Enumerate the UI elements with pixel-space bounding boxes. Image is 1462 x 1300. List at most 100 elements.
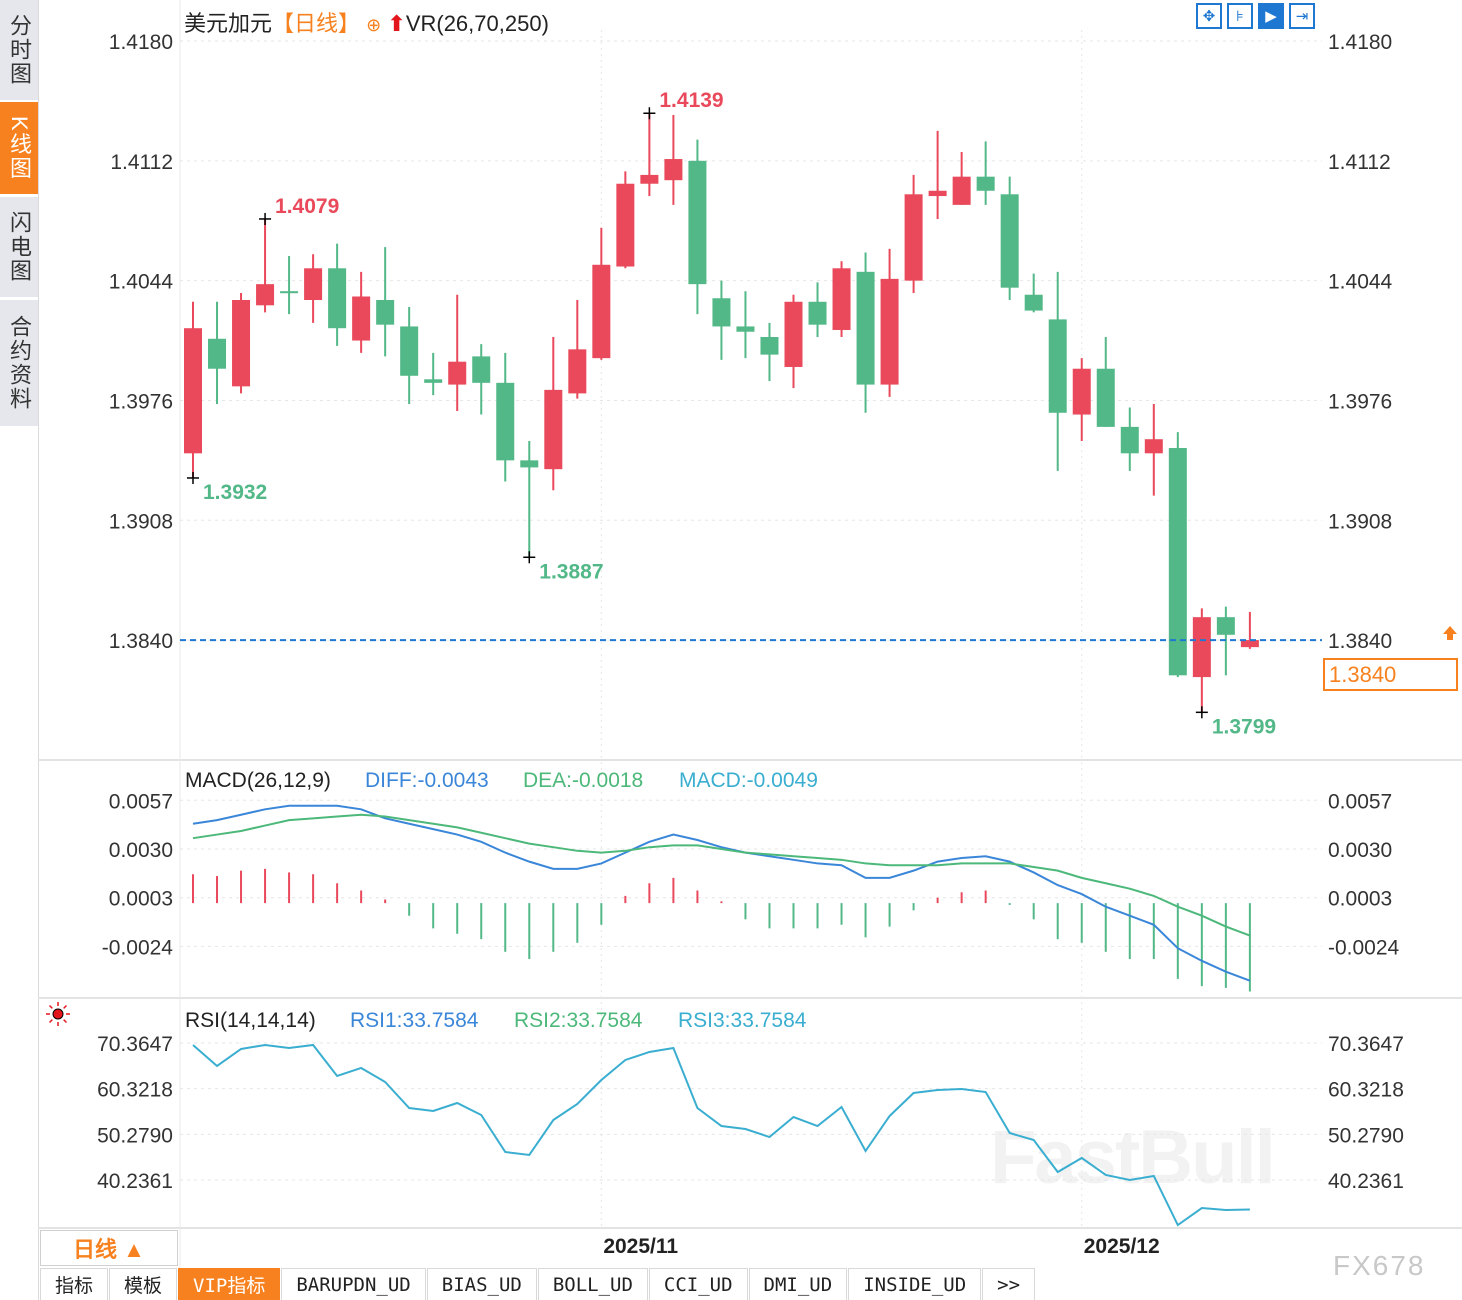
candle-body (976, 176, 995, 191)
x-tick-label: 2025/12 (1084, 1235, 1160, 1258)
y-tick-left: 1.4180 (109, 31, 173, 54)
y-tick-left: 1.3976 (109, 390, 173, 413)
axis-zoom-icon[interactable]: ⊧ (1227, 3, 1253, 29)
y-tick-left: 1.3840 (109, 630, 173, 653)
y-tick-left: -0.0024 (102, 936, 174, 959)
indicator-label[interactable]: VR(26,70,250) (405, 11, 549, 36)
y-tick-right: 0.0003 (1328, 888, 1392, 911)
candle-body (1192, 617, 1211, 678)
period-selector[interactable]: 日线 ▲ (40, 1230, 178, 1266)
candle-body (760, 337, 779, 355)
candle-body (304, 268, 323, 301)
axis-play-icon[interactable]: ▶ (1258, 3, 1284, 29)
sidebar-item-kline[interactable]: K线图 (0, 102, 38, 194)
indicator-settings-icon-ray (48, 1004, 53, 1009)
y-tick-right: 1.3840 (1328, 630, 1392, 653)
extreme-label: 1.3887 (539, 560, 603, 583)
x-tick-label: 2025/11 (603, 1235, 678, 1258)
candle-body (928, 190, 947, 197)
tab-templates[interactable]: 模板 (109, 1268, 178, 1300)
candle-body (208, 338, 227, 369)
candle-body (952, 176, 971, 205)
candle-body (568, 349, 587, 394)
y-tick-left: 0.0030 (109, 839, 173, 862)
candle-body (496, 382, 515, 461)
candle-body (784, 301, 803, 367)
candle-body (448, 361, 467, 385)
tab-boll-ud[interactable]: BOLL_UD (537, 1268, 648, 1300)
candle-body (1000, 194, 1019, 288)
candle-body (1072, 368, 1091, 415)
y-tick-right: 0.0057 (1328, 790, 1392, 813)
candle-body (832, 268, 851, 330)
y-tick-left: 1.4044 (109, 271, 174, 294)
candle-body (424, 379, 443, 383)
candle-body (376, 300, 395, 325)
candle-body (1024, 294, 1043, 311)
candle-body (688, 160, 707, 285)
candle-body (232, 300, 251, 387)
candle-body (640, 174, 659, 184)
current-price-box: 1.3840 (1323, 658, 1458, 691)
candle-body (1048, 319, 1067, 413)
red-up-arrow-icon[interactable]: ⬆ (387, 11, 406, 36)
tab-cci-ud[interactable]: CCI_UD (648, 1268, 748, 1300)
tab-dmi-ud[interactable]: DMI_UD (748, 1268, 848, 1300)
candle-body (1120, 426, 1139, 454)
rsi-title: RSI(14,14,14) (185, 1009, 316, 1032)
chart-toolbar: ✥ ⊧ ▶ ⇥ (1196, 3, 1315, 29)
candle-body (592, 264, 611, 359)
y-tick-right: 50.2790 (1328, 1124, 1404, 1147)
candle-body (1096, 368, 1115, 427)
y-tick-left: 0.0057 (109, 790, 173, 813)
y-tick-left: 50.2790 (97, 1124, 173, 1147)
candle-body (400, 326, 419, 376)
y-tick-left: 40.2361 (97, 1170, 173, 1193)
sidebar-item-contract-info[interactable]: 合约资料 (0, 300, 38, 426)
candle-body (808, 301, 827, 325)
indicator-settings-icon-ray (63, 1004, 68, 1009)
period-label[interactable]: 【日线】 (272, 11, 361, 36)
macd-title: MACD(26,12,9) (185, 769, 331, 792)
candle-body (544, 389, 563, 470)
sidebar-item-flash[interactable]: 闪电图 (0, 197, 38, 297)
extreme-label: 1.4139 (659, 89, 723, 112)
dea-line (192, 813, 1251, 937)
tab-barupdn-ud[interactable]: BARUPDN_UD (281, 1268, 426, 1300)
indicator-settings-icon-ray (63, 1019, 68, 1024)
chart-canvas[interactable]: 2025/11 2025/12 1.4180 1.4180 1.4112 1.4112 1.… (0, 0, 1462, 1268)
y-tick-left: 70.3647 (97, 1033, 173, 1056)
candle-body (1144, 439, 1163, 454)
y-tick-right: 0.0030 (1328, 839, 1392, 862)
sidebar-item-timeshare[interactable]: 分时图 (0, 0, 38, 100)
candle-body (736, 326, 755, 332)
candle-body (280, 291, 299, 294)
scroll-right-icon[interactable]: ⇥ (1289, 3, 1315, 29)
indicator-tabs: 指标 模板 VIP指标 BARUPDN_UD BIAS_UD BOLL_UD C… (40, 1268, 1036, 1300)
candle-body (1216, 617, 1235, 635)
indicator-settings-icon (52, 1008, 64, 1020)
candle-body (616, 183, 635, 267)
tab-vip-indicators[interactable]: VIP指标 (178, 1268, 281, 1300)
extreme-label: 1.4079 (275, 195, 339, 218)
crosshair-icon[interactable]: ✥ (1196, 3, 1222, 29)
tab-inside-ud[interactable]: INSIDE_UD (848, 1268, 982, 1300)
diff-line (192, 804, 1251, 982)
candle-body (1168, 448, 1187, 676)
price-up-arrow-icon (1443, 626, 1457, 640)
circle-plus-icon[interactable]: ⊕ (366, 15, 382, 35)
extreme-label: 1.3799 (1212, 715, 1276, 738)
rsi-line (192, 1043, 1250, 1227)
candle-body (256, 284, 275, 306)
macd-legend-diff: DIFF:-0.0043 (365, 769, 489, 792)
candle-body (904, 194, 923, 281)
watermark-code: FX678 (1333, 1250, 1426, 1281)
candle-body (664, 159, 683, 181)
y-tick-right: 1.3908 (1328, 510, 1392, 533)
tab-indicators[interactable]: 指标 (40, 1268, 109, 1300)
tab-more[interactable]: >> (982, 1268, 1036, 1300)
sidebar: 分时图 K线图 闪电图 合约资料 (0, 0, 39, 1300)
candle-body (880, 278, 899, 385)
macd-legend-dea: DEA:-0.0018 (523, 769, 643, 792)
tab-bias-ud[interactable]: BIAS_UD (426, 1268, 537, 1300)
